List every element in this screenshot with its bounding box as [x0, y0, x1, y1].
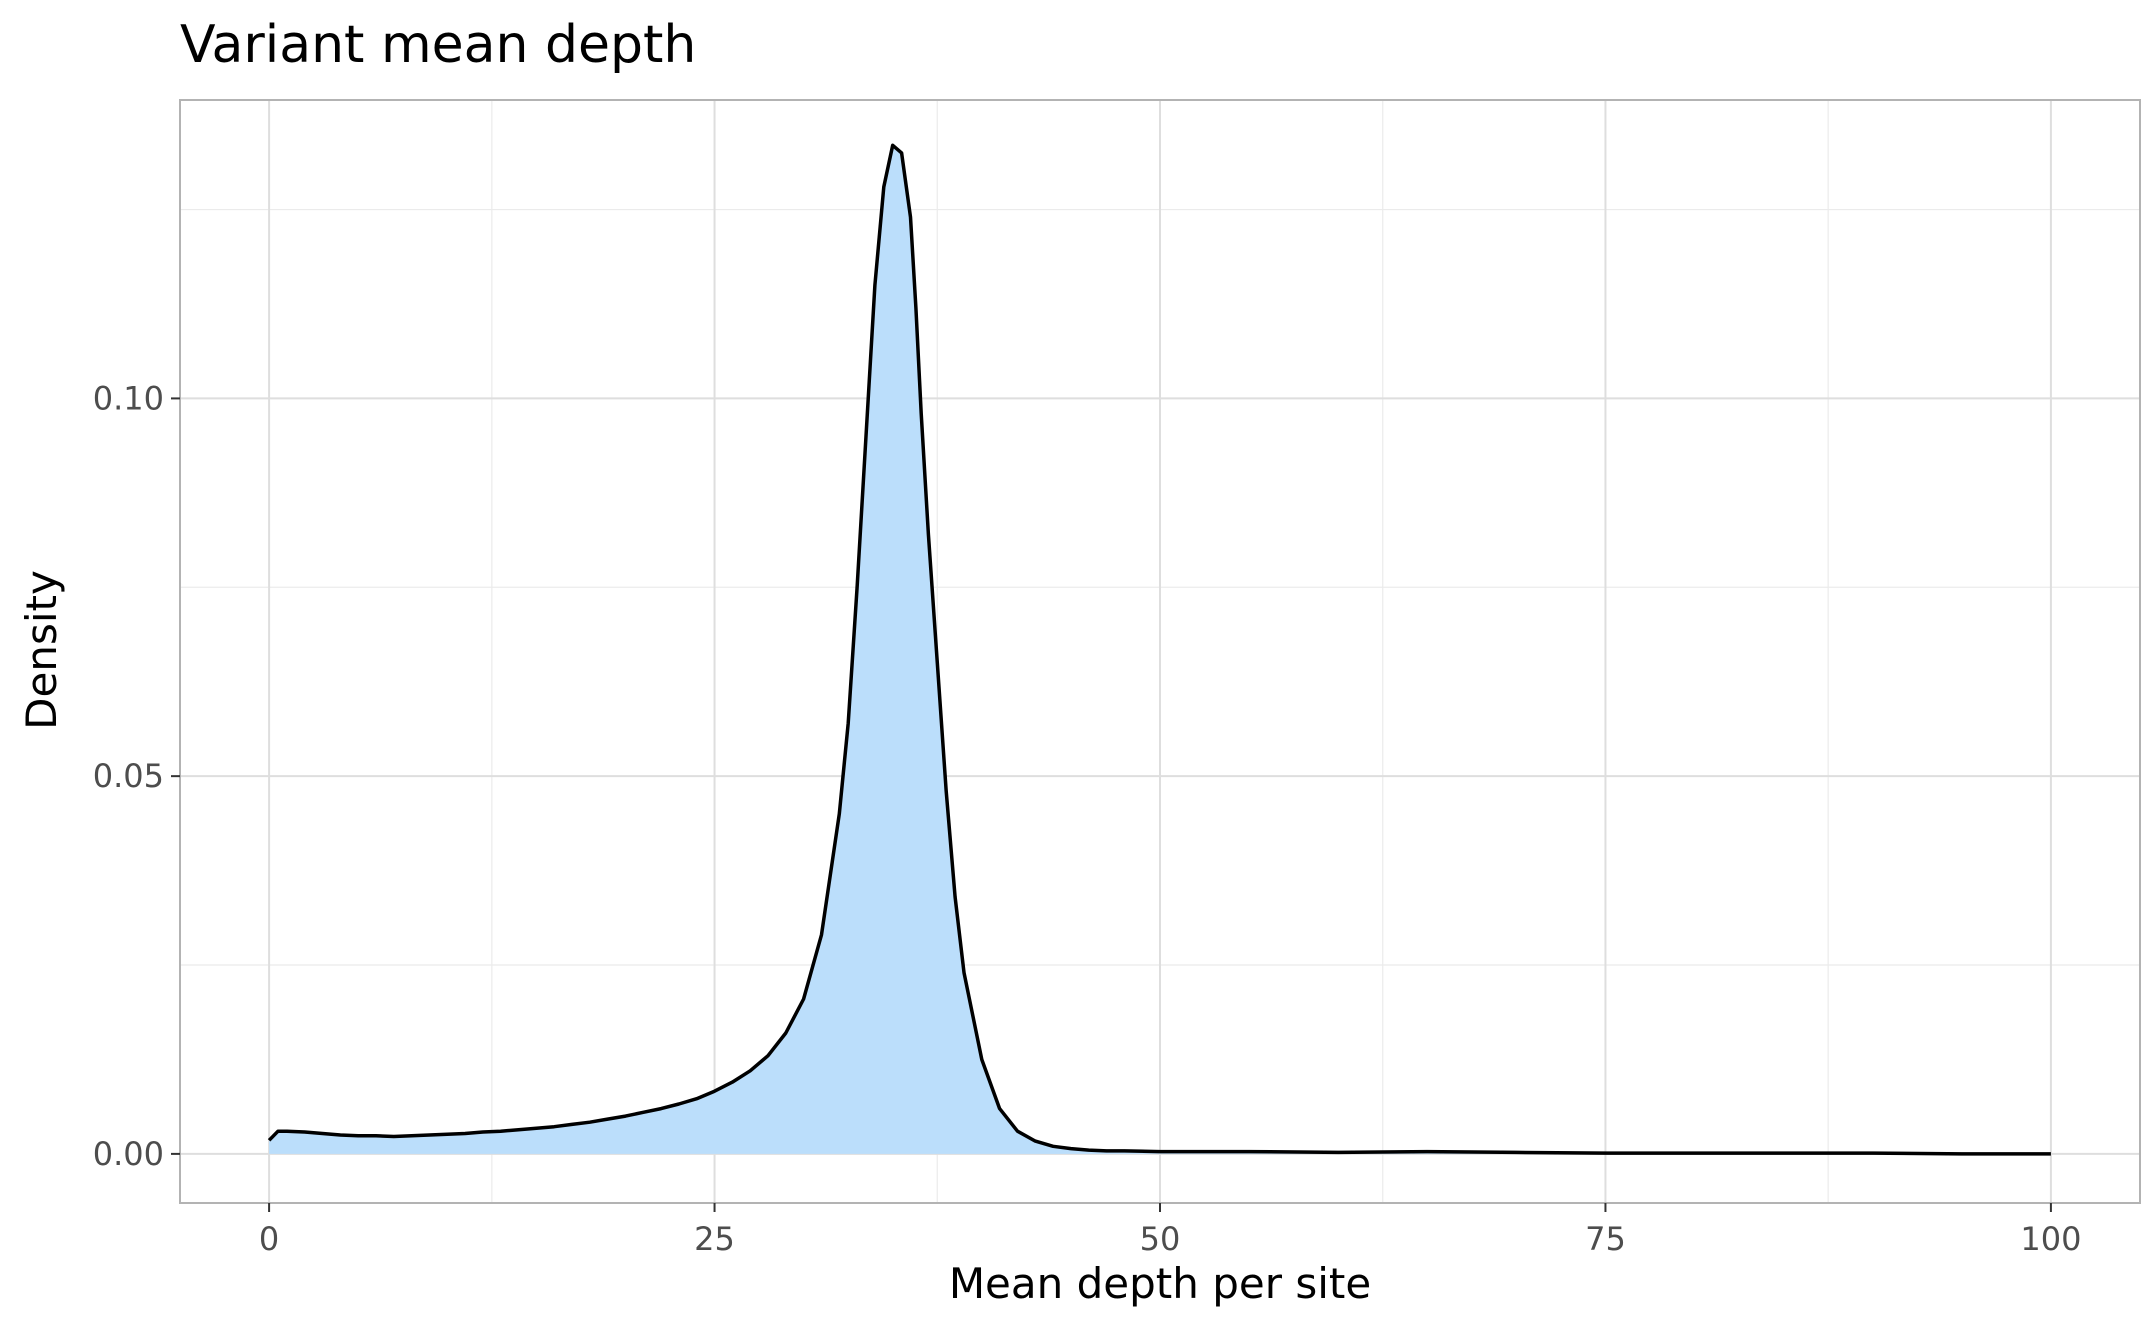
y-axis-ticks: 0.00 0.05 0.10 — [93, 379, 180, 1173]
y-tick-label: 0.10 — [93, 379, 164, 417]
x-tick-label: 75 — [1585, 1220, 1626, 1258]
y-tick-label: 0.00 — [93, 1135, 164, 1173]
x-tick-label: 0 — [259, 1220, 279, 1258]
y-tick-label: 0.05 — [93, 757, 164, 795]
x-tick-label: 100 — [2020, 1220, 2081, 1258]
chart-title: Variant mean depth — [180, 15, 696, 75]
density-line — [267, 143, 2051, 1156]
x-tick-label: 25 — [694, 1220, 735, 1258]
density-area-layer — [267, 143, 2051, 1156]
x-axis-ticks: 0 25 50 75 100 — [259, 1203, 2081, 1258]
x-axis-title: Mean depth per site — [949, 1259, 1371, 1308]
y-axis-title: Density — [17, 570, 66, 730]
x-tick-label: 50 — [1140, 1220, 1181, 1258]
